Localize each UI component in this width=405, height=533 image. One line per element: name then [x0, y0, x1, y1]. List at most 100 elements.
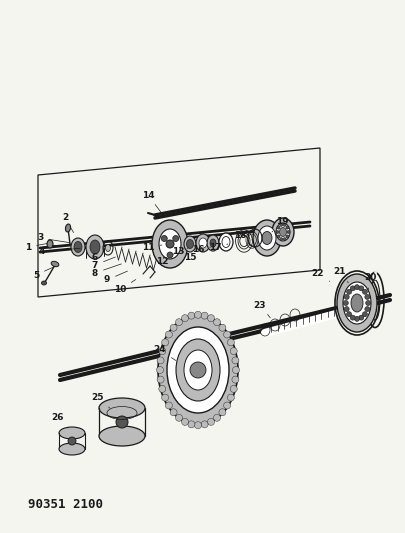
Text: 24: 24: [153, 345, 176, 360]
Ellipse shape: [258, 226, 276, 250]
Text: 19: 19: [272, 217, 288, 232]
Circle shape: [224, 402, 230, 409]
Circle shape: [201, 312, 208, 319]
Circle shape: [194, 311, 202, 318]
Circle shape: [157, 376, 164, 383]
Circle shape: [162, 339, 168, 346]
Circle shape: [359, 315, 364, 320]
Text: 22: 22: [312, 269, 330, 281]
Circle shape: [350, 286, 355, 291]
Circle shape: [170, 324, 177, 331]
Text: 6: 6: [92, 251, 104, 262]
Circle shape: [286, 235, 289, 238]
Circle shape: [347, 289, 352, 294]
Circle shape: [344, 306, 349, 312]
Ellipse shape: [41, 281, 47, 285]
Ellipse shape: [262, 231, 272, 245]
Circle shape: [354, 285, 360, 289]
Circle shape: [190, 362, 206, 378]
Text: 23: 23: [254, 301, 270, 318]
Circle shape: [173, 236, 179, 241]
Circle shape: [157, 357, 164, 364]
Text: 17: 17: [209, 244, 228, 253]
Circle shape: [344, 294, 349, 300]
Text: 9: 9: [104, 271, 128, 285]
Circle shape: [365, 294, 370, 300]
Text: 12: 12: [156, 253, 175, 266]
Ellipse shape: [105, 245, 111, 252]
Text: 16: 16: [192, 246, 212, 254]
Circle shape: [366, 301, 371, 305]
Ellipse shape: [176, 339, 220, 401]
Text: 13: 13: [172, 247, 188, 256]
Circle shape: [68, 437, 76, 445]
Circle shape: [287, 230, 290, 233]
Text: 4: 4: [39, 247, 80, 256]
Circle shape: [232, 367, 239, 374]
Circle shape: [161, 236, 167, 241]
Circle shape: [201, 421, 208, 428]
Text: 14: 14: [142, 190, 161, 213]
Ellipse shape: [71, 238, 85, 256]
Circle shape: [276, 230, 279, 233]
Ellipse shape: [343, 282, 371, 324]
Circle shape: [194, 422, 202, 429]
Ellipse shape: [184, 350, 212, 390]
Circle shape: [166, 240, 174, 248]
Circle shape: [207, 314, 215, 321]
Circle shape: [228, 339, 234, 346]
Circle shape: [213, 319, 220, 326]
Text: 8: 8: [92, 264, 122, 278]
Ellipse shape: [66, 224, 70, 232]
Circle shape: [354, 317, 360, 321]
Ellipse shape: [152, 220, 188, 268]
Text: 11: 11: [142, 243, 162, 252]
Circle shape: [232, 357, 239, 364]
Ellipse shape: [167, 327, 229, 413]
Circle shape: [159, 348, 166, 354]
Ellipse shape: [351, 294, 363, 312]
Circle shape: [175, 414, 183, 421]
Ellipse shape: [99, 398, 145, 418]
Circle shape: [228, 394, 234, 401]
Text: 3: 3: [37, 233, 69, 243]
Circle shape: [277, 226, 280, 229]
Circle shape: [347, 312, 352, 317]
Text: 18: 18: [234, 231, 252, 240]
Circle shape: [277, 235, 280, 238]
Ellipse shape: [47, 240, 53, 248]
Circle shape: [207, 418, 215, 425]
Circle shape: [165, 331, 173, 338]
Text: 20: 20: [364, 273, 376, 290]
Circle shape: [280, 223, 283, 227]
Circle shape: [219, 324, 226, 331]
Circle shape: [170, 409, 177, 416]
Ellipse shape: [219, 233, 233, 251]
Text: 25: 25: [92, 393, 110, 408]
Circle shape: [230, 348, 237, 354]
Text: 15: 15: [184, 248, 200, 262]
Circle shape: [188, 312, 195, 319]
Ellipse shape: [210, 239, 216, 247]
Ellipse shape: [272, 218, 294, 246]
Circle shape: [283, 223, 286, 227]
Circle shape: [181, 314, 188, 321]
Ellipse shape: [207, 235, 219, 251]
Ellipse shape: [159, 229, 181, 259]
Ellipse shape: [59, 443, 85, 455]
Text: 90351 2100: 90351 2100: [28, 498, 103, 512]
Ellipse shape: [253, 220, 281, 256]
Ellipse shape: [51, 261, 59, 266]
Ellipse shape: [158, 315, 238, 425]
Circle shape: [167, 252, 173, 258]
Text: 21: 21: [334, 268, 348, 283]
Circle shape: [159, 385, 166, 392]
Circle shape: [162, 394, 168, 401]
Text: 1: 1: [25, 243, 47, 252]
Ellipse shape: [196, 234, 210, 252]
Circle shape: [230, 385, 237, 392]
Ellipse shape: [186, 239, 194, 248]
Ellipse shape: [184, 236, 196, 252]
Ellipse shape: [276, 223, 290, 241]
Text: 26: 26: [52, 414, 68, 428]
